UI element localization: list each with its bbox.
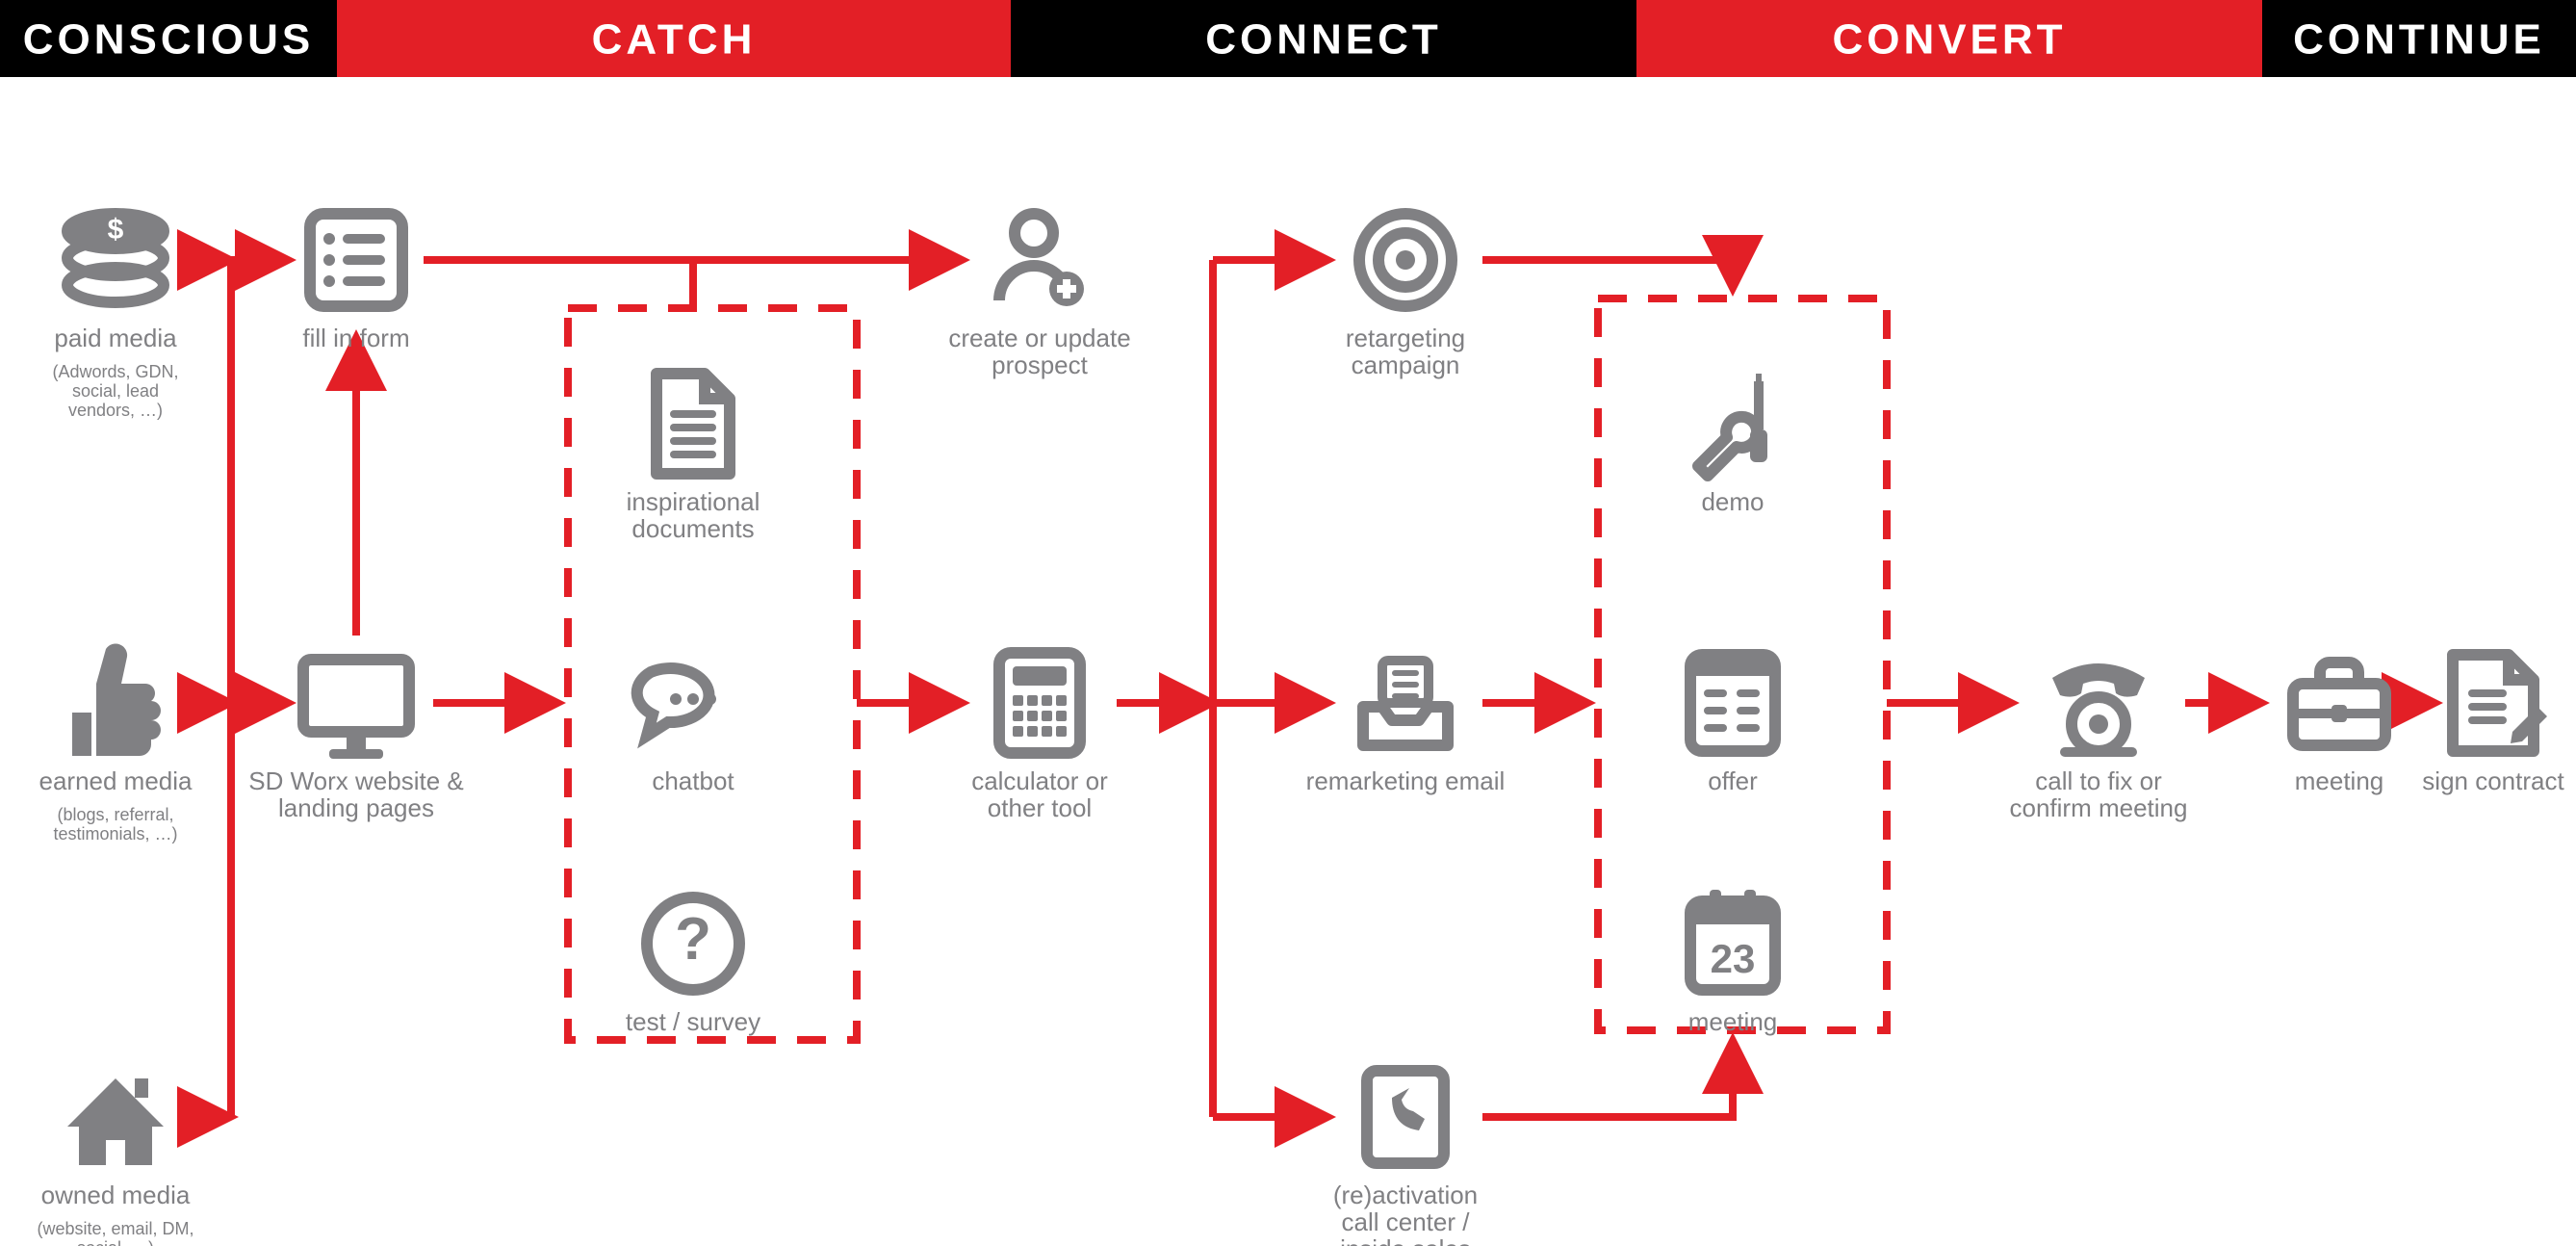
briefcase-icon	[2293, 662, 2385, 745]
node-label-meeting: meeting	[2295, 766, 2384, 795]
node-label-website: landing pages	[278, 793, 434, 822]
header-label-catch: CATCH	[592, 15, 757, 63]
node-label-sign_contract: sign contract	[2422, 766, 2564, 795]
node-label-website: SD Worx website &	[248, 766, 463, 795]
user_plus-icon	[999, 214, 1084, 306]
target-icon	[1359, 214, 1452, 306]
node-label-insp_docs: documents	[631, 514, 754, 543]
node-label-chatbot: chatbot	[652, 766, 734, 795]
node-label-fill_form: fill in form	[302, 324, 409, 352]
phone_card-icon	[1367, 1071, 1444, 1163]
arrows	[183, 260, 2435, 1117]
calendar-day-value: 23	[1711, 936, 1756, 981]
node-offer: offer	[1690, 655, 1775, 795]
telephone-icon	[2052, 663, 2145, 757]
node-sublabel-paid_media: vendors, …)	[68, 401, 163, 420]
node-label-remarketing: remarketing email	[1306, 766, 1506, 795]
node-label-calculator: other tool	[988, 793, 1092, 822]
header: CONSCIOUS CATCH CONNECT CONVERT CONTINUE	[0, 0, 2576, 77]
node-calculator: calculator orother tool	[971, 653, 1108, 822]
node-owned_media: owned media (website, email, DM,social, ……	[37, 1078, 193, 1246]
node-label-calculator: calculator or	[971, 766, 1108, 795]
node-label-reactivation: (re)activation	[1333, 1181, 1478, 1209]
flow-diagram: CONSCIOUS CATCH CONNECT CONVERT CONTINUE $ pa…	[0, 0, 2576, 1246]
calendar-icon: 23	[1690, 890, 1775, 990]
node-label-test_survey: test / survey	[626, 1007, 760, 1036]
node-label-owned_media: owned media	[41, 1181, 191, 1209]
node-label-retargeting: retargeting	[1346, 324, 1465, 352]
node-label-insp_docs: inspirational	[627, 487, 760, 516]
doc-icon	[657, 374, 730, 474]
node-sublabel-owned_media: (website, email, DM,	[37, 1219, 193, 1238]
nodes: $ paid media (Adwords, GDN,social, leadven…	[37, 214, 2564, 1246]
form-icon	[310, 214, 402, 306]
node-label-reactivation: call center /	[1342, 1207, 1471, 1236]
node-label-call_fix: call to fix or	[2035, 766, 2162, 795]
tools-icon	[1698, 374, 1767, 476]
node-reactivation: (re)activationcall center /inside sales	[1333, 1071, 1478, 1246]
monitor-icon	[303, 660, 409, 759]
node-label-retargeting: campaign	[1352, 350, 1460, 379]
node-website: SD Worx website &landing pages	[248, 660, 463, 822]
node-insp_docs: inspirationaldocuments	[627, 374, 760, 543]
node-label-paid_media: paid media	[54, 324, 177, 352]
node-sublabel-paid_media: (Adwords, GDN,	[52, 362, 178, 381]
chat-icon	[637, 668, 716, 736]
node-label-demo: demo	[1701, 487, 1764, 516]
node-label-offer: offer	[1708, 766, 1758, 795]
node-label-meeting_cal: meeting	[1688, 1007, 1778, 1036]
header-label-continue: CONTINUE	[2293, 15, 2545, 63]
node-sublabel-earned_media: (blogs, referral,	[57, 805, 173, 824]
node-call_fix: call to fix orconfirm meeting	[2010, 663, 2188, 822]
node-chatbot: chatbot	[637, 668, 735, 795]
calculator-icon	[999, 653, 1080, 753]
node-test_survey: ? test / survey	[626, 897, 760, 1036]
node-remarketing: remarketing email	[1306, 661, 1506, 795]
node-label-create_prospect: prospect	[992, 350, 1088, 379]
node-create_prospect: create or updateprospect	[948, 214, 1130, 379]
arrow-reactivate_to_convertbox_bottom	[1482, 1040, 1733, 1117]
node-retargeting: retargetingcampaign	[1346, 214, 1465, 379]
node-meeting_cal: 23 meeting	[1688, 890, 1778, 1036]
node-label-create_prospect: create or update	[948, 324, 1130, 352]
node-sublabel-owned_media: social, …)	[77, 1238, 154, 1246]
node-sign_contract: sign contract	[2422, 655, 2564, 795]
node-earned_media: earned media (blogs, referral,testimonial…	[39, 643, 193, 844]
node-label-call_fix: confirm meeting	[2010, 793, 2188, 822]
header-label-convert: CONVERT	[1832, 15, 2066, 63]
header-label-conscious: CONSCIOUS	[23, 15, 314, 63]
node-sublabel-earned_media: testimonials, …)	[53, 824, 177, 844]
svg-text:?: ?	[675, 906, 711, 973]
node-sublabel-paid_media: social, lead	[72, 381, 159, 401]
node-paid_media: $ paid media (Adwords, GDN,social, leadven…	[52, 214, 178, 420]
header-label-connect: CONNECT	[1205, 15, 1442, 63]
svg-text:$: $	[108, 214, 124, 246]
node-label-earned_media: earned media	[39, 766, 193, 795]
offer-icon	[1690, 655, 1775, 751]
node-fill_form: fill in form	[302, 214, 409, 352]
contract-icon	[2453, 655, 2547, 751]
node-demo: demo	[1698, 374, 1767, 516]
coins-icon: $	[67, 214, 164, 302]
question-icon: ?	[647, 897, 739, 990]
inbox-icon	[1363, 661, 1448, 745]
arrow-retarget_to_convertbox_top	[1482, 260, 1733, 289]
thumb-icon	[72, 643, 161, 756]
node-label-reactivation: inside sales	[1340, 1234, 1471, 1246]
node-meeting: meeting	[2293, 662, 2385, 795]
house-icon	[67, 1078, 164, 1165]
